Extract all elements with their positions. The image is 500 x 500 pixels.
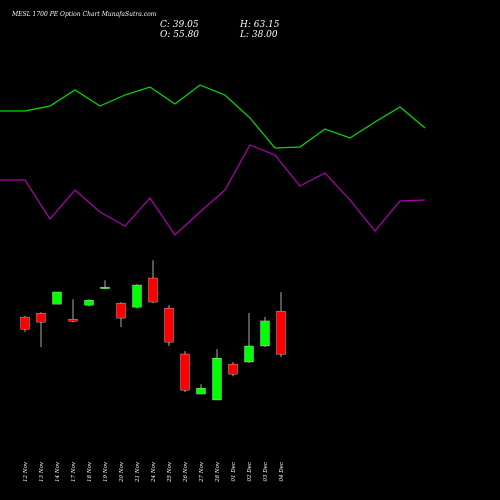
x-tick-label: 13 Nov [39, 461, 45, 482]
x-tick-label: 18 Nov [87, 461, 93, 482]
x-tick-label: 26 Nov [183, 461, 189, 483]
overlay-line [0, 144, 426, 236]
x-tick-label: 02 Dec [247, 462, 253, 482]
candle-body [180, 353, 190, 391]
candle-body [228, 363, 238, 375]
x-tick-label: 17 Nov [71, 461, 77, 482]
candle-body [20, 316, 30, 330]
candle-body [196, 387, 206, 395]
candle-body [36, 313, 46, 323]
candle-body [276, 310, 286, 355]
x-tick-label: 03 Dec [263, 462, 269, 482]
x-tick-label: 20 Nov [119, 461, 125, 483]
candle-body [164, 308, 174, 343]
high-label: H: 63.15 [239, 20, 280, 30]
x-tick-label: 14 Nov [55, 461, 61, 482]
candle-body [52, 291, 62, 305]
x-tick-label: 01 Dec [231, 462, 237, 482]
chart-title: MESL 1700 PE Option Chart MunafaSutra.co… [11, 11, 157, 18]
x-tick-label: 04 Dec [279, 462, 285, 482]
x-tick-label: 12 Nov [23, 461, 29, 482]
close-label: C: 39.05 [160, 20, 199, 30]
candle-body [260, 320, 270, 347]
candle-body [132, 284, 142, 308]
x-tick-label: 21 Nov [135, 461, 141, 483]
candle-body [148, 277, 158, 303]
x-tick-label: 27 Nov [199, 461, 205, 483]
candle-body [68, 318, 78, 322]
x-tick-label: 19 Nov [103, 461, 109, 482]
candle-body [84, 300, 94, 306]
low-label: L: 38.00 [239, 30, 278, 40]
candle-body [100, 286, 110, 289]
x-tick-label: 25 Nov [167, 461, 173, 483]
x-tick-label: 24 Nov [151, 461, 157, 483]
candle-body [244, 345, 254, 363]
x-tick-label: 28 Nov [215, 461, 221, 483]
overlay-line [0, 84, 426, 149]
candle-body [116, 302, 126, 319]
candle-body [212, 357, 222, 401]
open-label: O: 55.80 [160, 30, 199, 40]
